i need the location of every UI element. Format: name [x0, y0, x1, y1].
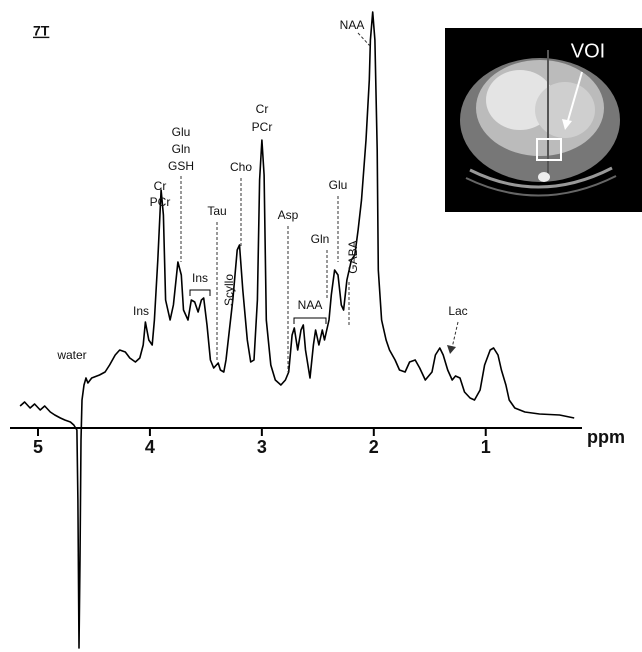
leader-arrow	[447, 345, 456, 354]
x-axis-label: ppm	[587, 427, 625, 447]
peak-label: NAA	[298, 298, 323, 312]
peak-label: Glu	[329, 178, 348, 192]
peak-label: Glu	[172, 125, 191, 139]
x-tick-label: 2	[369, 437, 379, 457]
peak-label: Cr	[154, 179, 167, 193]
peak-label: PCr	[150, 195, 171, 209]
mri-inset	[445, 28, 642, 212]
peak-label: Gln	[172, 142, 191, 156]
peak-label: water	[56, 348, 86, 362]
peak-label: Gln	[311, 232, 330, 246]
x-tick-label: 3	[257, 437, 267, 457]
chart: ppm 5 4 3 2 1 7T water Ins Cr PCr Glu Gln GSH Ins Tau S…	[0, 0, 642, 652]
x-tick-label: 5	[33, 437, 43, 457]
peak-label: 7T	[33, 23, 50, 39]
peak-label: VOI	[571, 40, 605, 62]
peak-label: NAA	[340, 18, 365, 32]
bracket	[294, 318, 326, 324]
leader-line	[452, 322, 458, 348]
peak-label: PCr	[252, 120, 273, 134]
peak-label: Cr	[256, 102, 269, 116]
peak-label: Scyllo	[222, 274, 236, 306]
leader-line	[358, 33, 370, 46]
peak-label: GSH	[168, 159, 194, 173]
peak-label: Cho	[230, 160, 252, 174]
peak-label: Ins	[192, 271, 208, 285]
x-tick-label: 4	[145, 437, 155, 457]
peak-label: Lac	[448, 304, 467, 318]
peak-label: Tau	[207, 204, 226, 218]
bracket	[190, 290, 210, 296]
peak-label: Ins	[133, 304, 149, 318]
x-tick-label: 1	[481, 437, 491, 457]
peak-label: Asp	[278, 208, 299, 222]
peak-label: GABA	[346, 240, 360, 273]
